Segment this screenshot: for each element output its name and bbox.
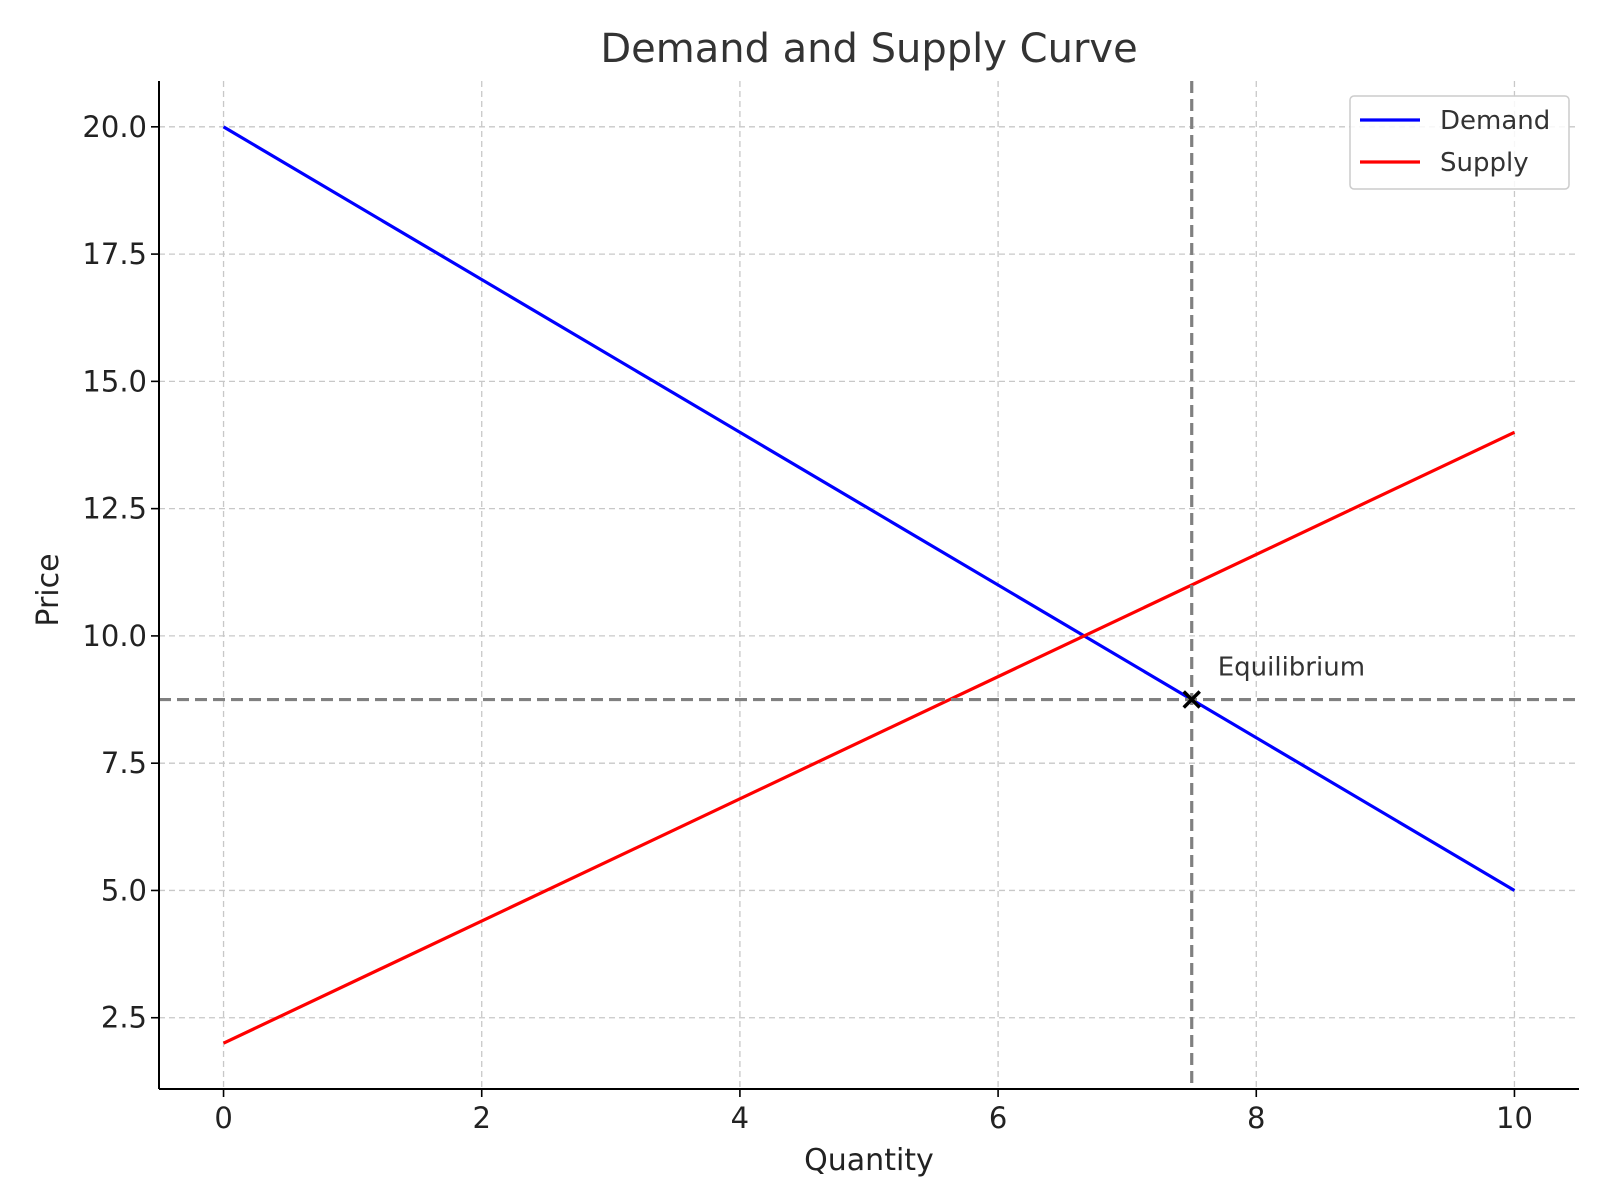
legend-label-supply: Supply — [1440, 148, 1529, 178]
chart-title: Demand and Supply Curve — [600, 26, 1137, 72]
y-tick-label: 15.0 — [82, 364, 147, 398]
y-tick-label: 17.5 — [82, 237, 147, 271]
y-tick-label: 7.5 — [101, 746, 147, 780]
x-tick-label: 8 — [1247, 1101, 1265, 1135]
x-tick-label: 10 — [1496, 1101, 1533, 1135]
x-tick-label: 0 — [214, 1101, 232, 1135]
x-tick-label: 6 — [989, 1101, 1007, 1135]
x-tick-label: 2 — [473, 1101, 491, 1135]
x-axis-label: Quantity — [804, 1143, 934, 1178]
y-axis-label: Price — [31, 553, 66, 626]
y-tick-label: 10.0 — [82, 619, 147, 653]
legend-label-demand: Demand — [1440, 106, 1550, 136]
legend[interactable]: Demand Supply — [1350, 96, 1569, 189]
x-tick-label: 4 — [731, 1101, 749, 1135]
equilibrium-label: Equilibrium — [1218, 653, 1365, 683]
y-tick-label: 12.5 — [82, 492, 147, 526]
y-tick-label: 5.0 — [101, 873, 147, 907]
y-tick-label: 2.5 — [101, 1001, 147, 1035]
y-tick-label: 20.0 — [82, 110, 147, 144]
